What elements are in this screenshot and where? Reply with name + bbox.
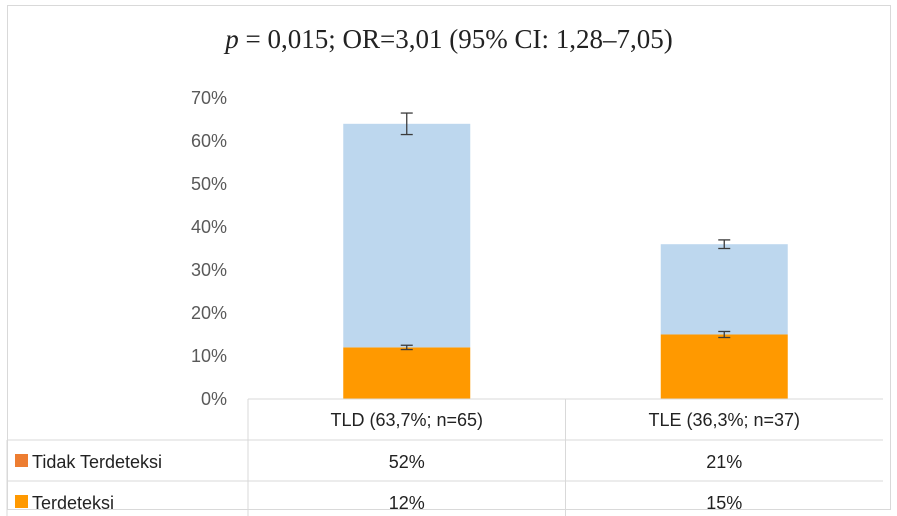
chart-title: p = 0,015; OR=3,01 (95% CI: 1,28–7,05) [8,24,890,55]
legend-label: Terdeteksi [32,493,114,513]
y-tick-label: 60% [191,131,227,151]
y-tick-label: 30% [191,260,227,280]
data-label: 21% [706,452,742,472]
p-symbol: p [225,24,239,54]
y-tick-label: 0% [201,389,227,409]
title-text: = 0,015; OR=3,01 (95% CI: 1,28–7,05) [238,24,673,54]
x-category-label: TLE (36,3%; n=37) [648,410,800,430]
data-label: 15% [706,493,742,513]
data-label: 52% [389,452,425,472]
y-tick-label: 20% [191,303,227,323]
y-tick-label: 40% [191,217,227,237]
y-tick-label: 70% [191,88,227,108]
y-tick-label: 50% [191,174,227,194]
legend-label: Tidak Terdeteksi [32,452,162,472]
bar-terdeteksi [343,347,471,399]
x-category-label: TLD (63,7%; n=65) [330,410,483,430]
bar-terdeteksi [660,334,788,399]
legend-swatch [15,495,28,508]
data-label: 12% [389,493,425,513]
y-tick-label: 10% [191,346,227,366]
bar-tidak-terdeteksi [343,123,471,348]
legend-swatch [15,454,28,467]
bar-tidak-terdeteksi [660,244,788,335]
